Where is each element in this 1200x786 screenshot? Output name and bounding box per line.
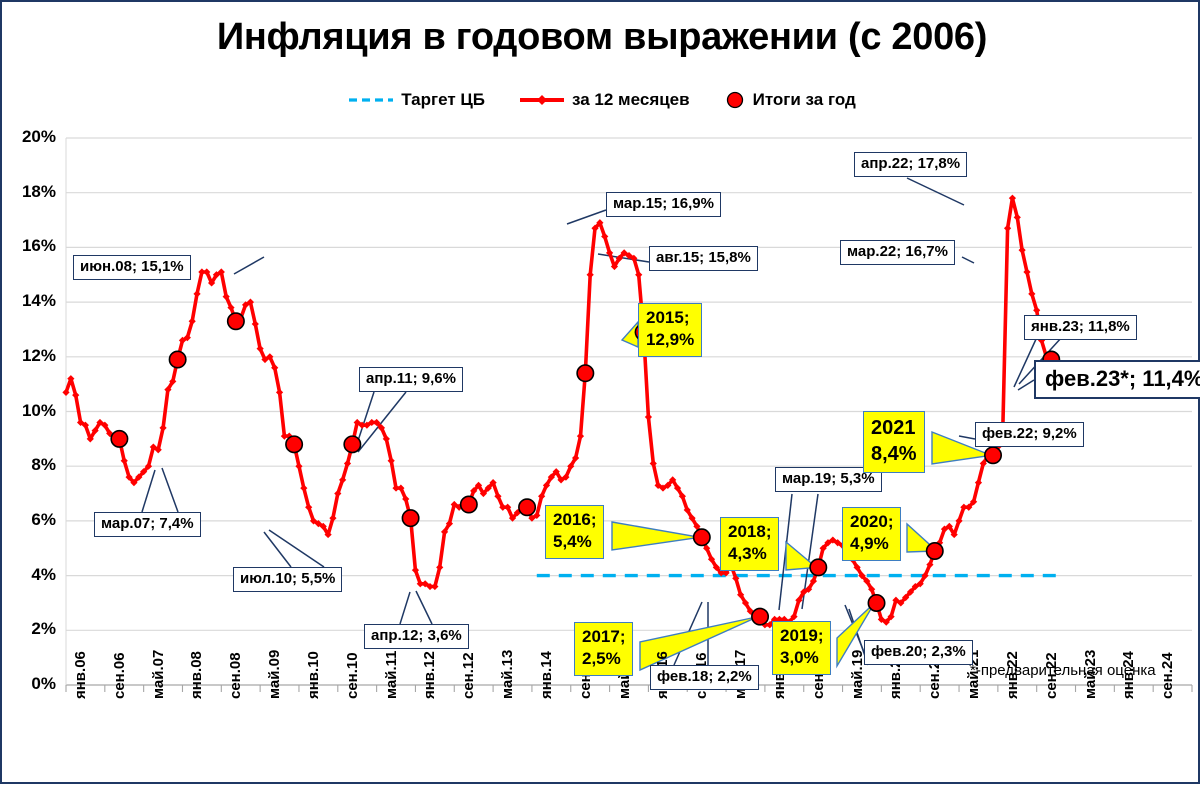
legend-label-year-totals: Итоги за год (752, 90, 856, 109)
footnote: *-предварительная оценка (970, 662, 1156, 679)
legend-label-12months: за 12 месяцев (572, 90, 690, 109)
annotation-y2019-line2: 3,0% (780, 648, 819, 668)
y-axis-label: 14% (21, 291, 56, 311)
annotation-iyun08: июн.08; 15,1% (73, 255, 191, 280)
annotation-y2018: 2018; 4,3% (720, 517, 780, 571)
x-axis-ticks (65, 685, 1193, 692)
y-axis-label: 20% (21, 127, 56, 146)
y-axis-label: 16% (21, 236, 56, 256)
annotation-avg15: авг.15; 15,8% (649, 246, 758, 271)
annotation-y2018-line1: 2018; (728, 522, 772, 541)
y-axis-label: 18% (21, 181, 56, 201)
annotation-yanv23: янв.23; 11,8% (1024, 315, 1137, 340)
y-axis-label: 4% (31, 564, 56, 584)
annotation-y2016-line1: 2016; (553, 510, 597, 529)
annotation-apr22: апр.22; 17,8% (854, 152, 968, 177)
legend-item-year-totals[interactable]: Итоги за год (724, 90, 856, 110)
annotation-fev20: фев.20; 2,3% (864, 640, 973, 665)
x-axis-label: янв.06 (72, 651, 89, 699)
x-axis-label: янв.08 (188, 651, 206, 699)
annotation-fev18: фев.18; 2,2% (650, 665, 759, 690)
annotation-y2020: 2020; 4,9% (842, 507, 902, 561)
annotation-mar07: мар.07; 7,4% (94, 512, 201, 537)
annotation-y2020-line1: 2020; (850, 512, 894, 531)
y-axis-label: 6% (31, 509, 56, 529)
annotation-y2017-line2: 2,5% (582, 649, 621, 669)
annotation-y2018-line2: 4,3% (728, 544, 767, 564)
x-axis-label: янв.12 (421, 651, 439, 699)
annotation-apr11: апр.11; 9,6% (359, 367, 463, 392)
x-axis-label: янв.10 (304, 651, 322, 699)
annotation-y2016-line2: 5,4% (553, 532, 592, 552)
x-axis-label: сен.12 (460, 652, 478, 699)
chart-legend: Таргет ЦБ за 12 месяцев Итоги за год (2, 90, 1200, 110)
inflation-12m-markers (62, 194, 1065, 629)
gridlines (65, 137, 1192, 686)
circle-swatch-icon (726, 91, 743, 109)
annotation-y2015-line2: 12,9% (646, 330, 695, 350)
legend-label-target: Таргет ЦБ (401, 90, 486, 109)
x-axis-label: сен.24 (1159, 652, 1177, 699)
annotation-y2021-line2: 8,4% (871, 443, 917, 466)
annotation-y2019-line1: 2019; (780, 626, 824, 645)
x-axis-label: янв.14 (537, 651, 555, 699)
y-axis-label: 8% (31, 455, 56, 475)
dashed-line-swatch-icon (349, 98, 394, 102)
line-diamond-swatch-icon (520, 95, 565, 105)
annotation-fev22: фев.22; 9,2% (975, 422, 1084, 447)
annotation-mar22: мар.22; 16,7% (840, 240, 955, 265)
legend-item-target[interactable]: Таргет ЦБ (348, 90, 485, 110)
x-axis-label: май.13 (499, 649, 517, 699)
annotation-mar15: мар.15; 16,9% (606, 192, 721, 217)
annotation-y2017-line1: 2017; (582, 627, 626, 646)
annotation-y2016: 2016; 5,4% (545, 505, 605, 559)
y-axis-label: 0% (31, 674, 56, 693)
annotation-y2015: 2015; 12,9% (638, 303, 703, 357)
x-axis-label: май.11 (382, 650, 400, 700)
legend-item-12months[interactable]: за 12 месяцев (519, 90, 690, 110)
x-axis-label: май.19 (848, 649, 866, 699)
y-axis-label: 2% (31, 619, 56, 639)
annotation-iyul10: июл.10; 5,5% (233, 567, 343, 592)
annotation-y2017: 2017; 2,5% (574, 622, 634, 676)
y-axis-label: 12% (21, 345, 56, 365)
x-axis-label: сен.10 (343, 652, 361, 699)
annotation-fev23: фев.23*; 11,4% (1034, 360, 1200, 399)
annotation-y2015-line1: 2015; (646, 308, 690, 327)
x-axis-label: сен.08 (227, 652, 245, 699)
x-axis-label: сен.06 (110, 652, 128, 699)
annotation-y2021-line1: 2021 (871, 417, 916, 439)
annotation-apr12: апр.12; 3,6% (364, 624, 469, 649)
x-axis-label: май.07 (149, 649, 167, 699)
annotation-y2021: 2021 8,4% (863, 411, 925, 473)
annotation-y2019: 2019; 3,0% (772, 621, 832, 675)
x-axis-label: май.09 (266, 649, 284, 699)
annotation-leader-lines (141, 177, 1063, 672)
annotation-y2020-line2: 4,9% (850, 534, 889, 554)
chart-title: Инфляция в годовом выражении (с 2006) (216, 16, 988, 58)
y-axis-label: 10% (21, 400, 56, 420)
